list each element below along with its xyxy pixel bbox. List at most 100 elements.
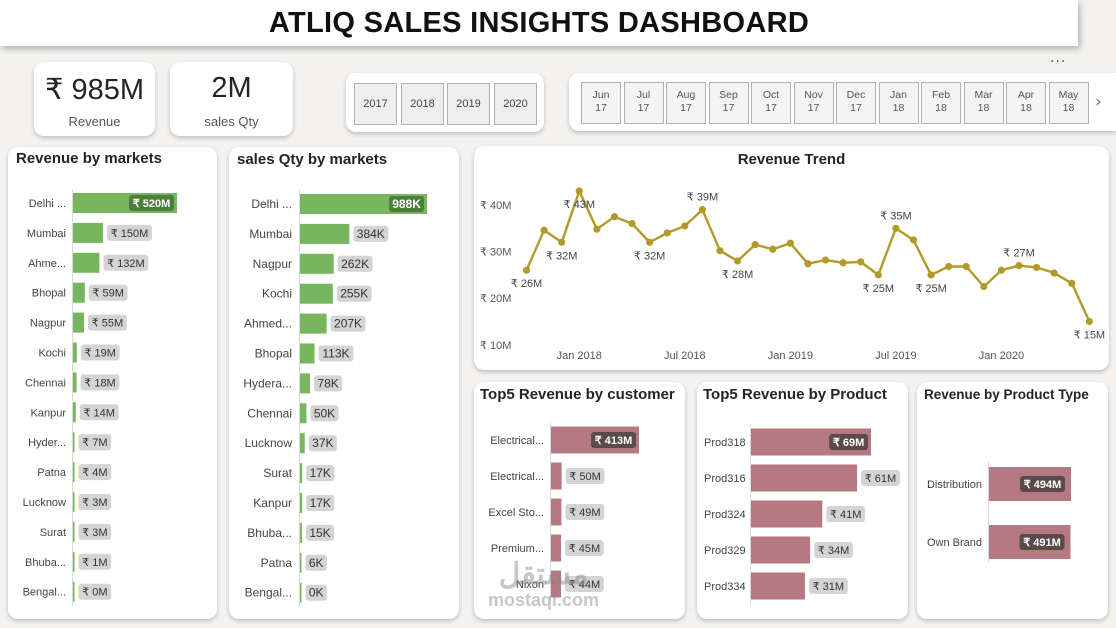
month-slicer-feb-18[interactable]: Feb 18 bbox=[921, 82, 961, 124]
bar[interactable] bbox=[551, 498, 562, 526]
data-point[interactable] bbox=[839, 259, 847, 267]
bar[interactable] bbox=[300, 582, 302, 603]
month-slicer-sep-17[interactable]: Sep 17 bbox=[708, 82, 749, 124]
bar[interactable] bbox=[300, 433, 305, 454]
category-label: Nixon bbox=[516, 579, 544, 591]
data-point[interactable] bbox=[1033, 263, 1041, 272]
data-point[interactable] bbox=[663, 229, 671, 237]
month-slicer-aug-17[interactable]: Aug 17 bbox=[666, 82, 706, 124]
data-point[interactable] bbox=[1050, 269, 1058, 277]
data-point[interactable] bbox=[1068, 279, 1076, 287]
month-slicer-dec-17[interactable]: Dec 17 bbox=[836, 82, 876, 124]
data-point[interactable] bbox=[980, 282, 988, 291]
data-point[interactable] bbox=[698, 206, 706, 214]
data-point[interactable] bbox=[610, 213, 619, 221]
data-point[interactable] bbox=[628, 220, 636, 228]
bar[interactable] bbox=[751, 536, 811, 564]
bar[interactable] bbox=[300, 373, 311, 394]
bar[interactable] bbox=[73, 312, 84, 333]
data-label-bg bbox=[565, 540, 604, 556]
data-point[interactable] bbox=[751, 241, 759, 249]
month-slicer-apr-18[interactable]: Apr 18 bbox=[1006, 82, 1046, 124]
data-label-bg bbox=[565, 468, 605, 484]
bar[interactable] bbox=[300, 522, 302, 543]
category-label: Prod329 bbox=[704, 545, 746, 557]
data-label-bg bbox=[591, 432, 636, 448]
bar[interactable] bbox=[300, 552, 302, 573]
data-point[interactable] bbox=[558, 238, 566, 246]
data-point[interactable] bbox=[593, 225, 601, 233]
year-slicer-2020[interactable]: 2020 bbox=[494, 83, 537, 125]
bar[interactable] bbox=[300, 403, 307, 424]
data-point[interactable] bbox=[1085, 317, 1093, 326]
data-point[interactable] bbox=[821, 256, 830, 264]
bar[interactable] bbox=[300, 283, 333, 304]
bar[interactable] bbox=[300, 223, 350, 244]
bar[interactable] bbox=[73, 372, 77, 393]
data-point[interactable] bbox=[909, 236, 918, 244]
month-slicer-jul-17[interactable]: Jul 17 bbox=[623, 82, 664, 124]
bar[interactable] bbox=[73, 252, 100, 273]
bar[interactable] bbox=[73, 581, 75, 602]
bar[interactable] bbox=[551, 534, 561, 562]
data-point[interactable] bbox=[997, 266, 1006, 274]
bar[interactable] bbox=[73, 462, 75, 483]
data-point[interactable] bbox=[522, 266, 531, 274]
data-point[interactable] bbox=[575, 187, 583, 195]
data-label-bg bbox=[330, 315, 366, 332]
bar[interactable] bbox=[300, 253, 334, 274]
month-slicer-mar-18[interactable]: Mar 18 bbox=[963, 82, 1004, 124]
data-point[interactable] bbox=[857, 258, 865, 266]
month-slicer-oct-17[interactable]: Oct 17 bbox=[751, 82, 791, 124]
bar[interactable] bbox=[300, 463, 303, 484]
data-point[interactable] bbox=[962, 262, 970, 271]
bar[interactable] bbox=[551, 570, 561, 598]
revenue-by-markets-chart: Delhi ... ₹ 520M Mumbai ₹ 150M Ahme... ₹ 132M… bbox=[23, 189, 177, 606]
data-label-bg bbox=[78, 583, 112, 600]
data-point[interactable] bbox=[874, 271, 882, 279]
bar[interactable] bbox=[73, 492, 75, 512]
bar[interactable] bbox=[73, 432, 75, 453]
bar[interactable] bbox=[73, 342, 77, 363]
chevron-right-icon[interactable]: › bbox=[1095, 92, 1102, 112]
data-point[interactable] bbox=[540, 226, 548, 234]
bar[interactable] bbox=[73, 402, 76, 423]
data-label: ₹ 59M bbox=[92, 288, 123, 300]
bar[interactable] bbox=[73, 222, 103, 243]
data-point[interactable] bbox=[681, 222, 689, 230]
month-slicer-may-18[interactable]: May 18 bbox=[1048, 82, 1089, 124]
bar[interactable] bbox=[751, 572, 805, 600]
bar[interactable] bbox=[751, 464, 858, 492]
bar[interactable] bbox=[73, 282, 85, 303]
data-point[interactable] bbox=[646, 238, 654, 246]
year-slicer-2019[interactable]: 2019 bbox=[447, 83, 490, 125]
data-point[interactable] bbox=[804, 260, 812, 268]
data-point[interactable] bbox=[769, 245, 777, 253]
data-label-bg bbox=[337, 255, 373, 272]
data-point[interactable] bbox=[786, 239, 794, 247]
year-slicer-2018[interactable]: 2018 bbox=[401, 83, 444, 125]
month-slicer-jun-17[interactable]: Jun 17 bbox=[581, 82, 621, 124]
bar[interactable] bbox=[73, 521, 75, 542]
year-slicer-2017[interactable]: 2017 bbox=[354, 83, 397, 125]
x-tick-label: Jan 2020 bbox=[979, 350, 1024, 362]
bar[interactable] bbox=[73, 551, 75, 572]
bar[interactable] bbox=[300, 493, 303, 513]
bar[interactable] bbox=[551, 462, 562, 490]
data-point[interactable] bbox=[945, 262, 953, 271]
bar[interactable] bbox=[300, 313, 327, 334]
data-point[interactable] bbox=[716, 247, 724, 255]
month-slicer-nov-17[interactable]: Nov 17 bbox=[793, 82, 834, 124]
month-slicer-jan-18[interactable]: Jan 18 bbox=[878, 82, 919, 124]
bar[interactable] bbox=[300, 343, 315, 364]
data-label-bg bbox=[826, 506, 866, 522]
y-tick-label: ₹ 20M bbox=[480, 293, 511, 305]
bar[interactable] bbox=[751, 500, 823, 528]
data-label-bg bbox=[80, 344, 120, 361]
data-point[interactable] bbox=[927, 271, 935, 279]
data-point[interactable] bbox=[733, 257, 742, 265]
more-options-icon[interactable]: ··· bbox=[1050, 54, 1067, 70]
data-point[interactable] bbox=[1015, 261, 1023, 270]
data-point[interactable] bbox=[892, 224, 900, 232]
category-label: Patna bbox=[261, 556, 293, 570]
